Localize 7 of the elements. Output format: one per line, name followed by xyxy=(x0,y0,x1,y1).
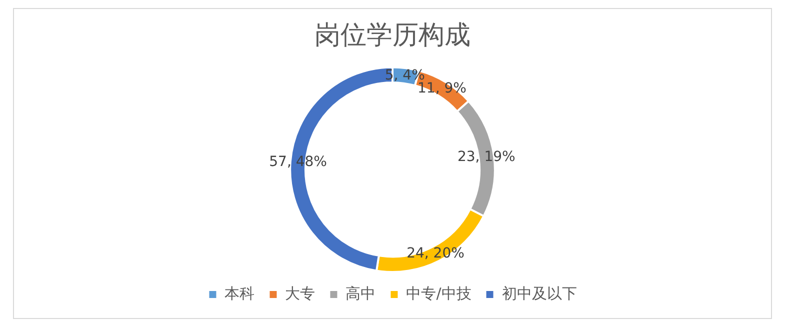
chart-title: 岗位学历构成 xyxy=(314,20,470,50)
legend-label: 高中 xyxy=(346,284,376,302)
data-label: 23, 19% xyxy=(457,148,516,165)
legend-label: 本科 xyxy=(224,284,255,302)
legend-label: 初中及以下 xyxy=(502,284,577,302)
legend-label: 大专 xyxy=(285,284,316,302)
legend-label: 中专/中技 xyxy=(406,284,472,302)
